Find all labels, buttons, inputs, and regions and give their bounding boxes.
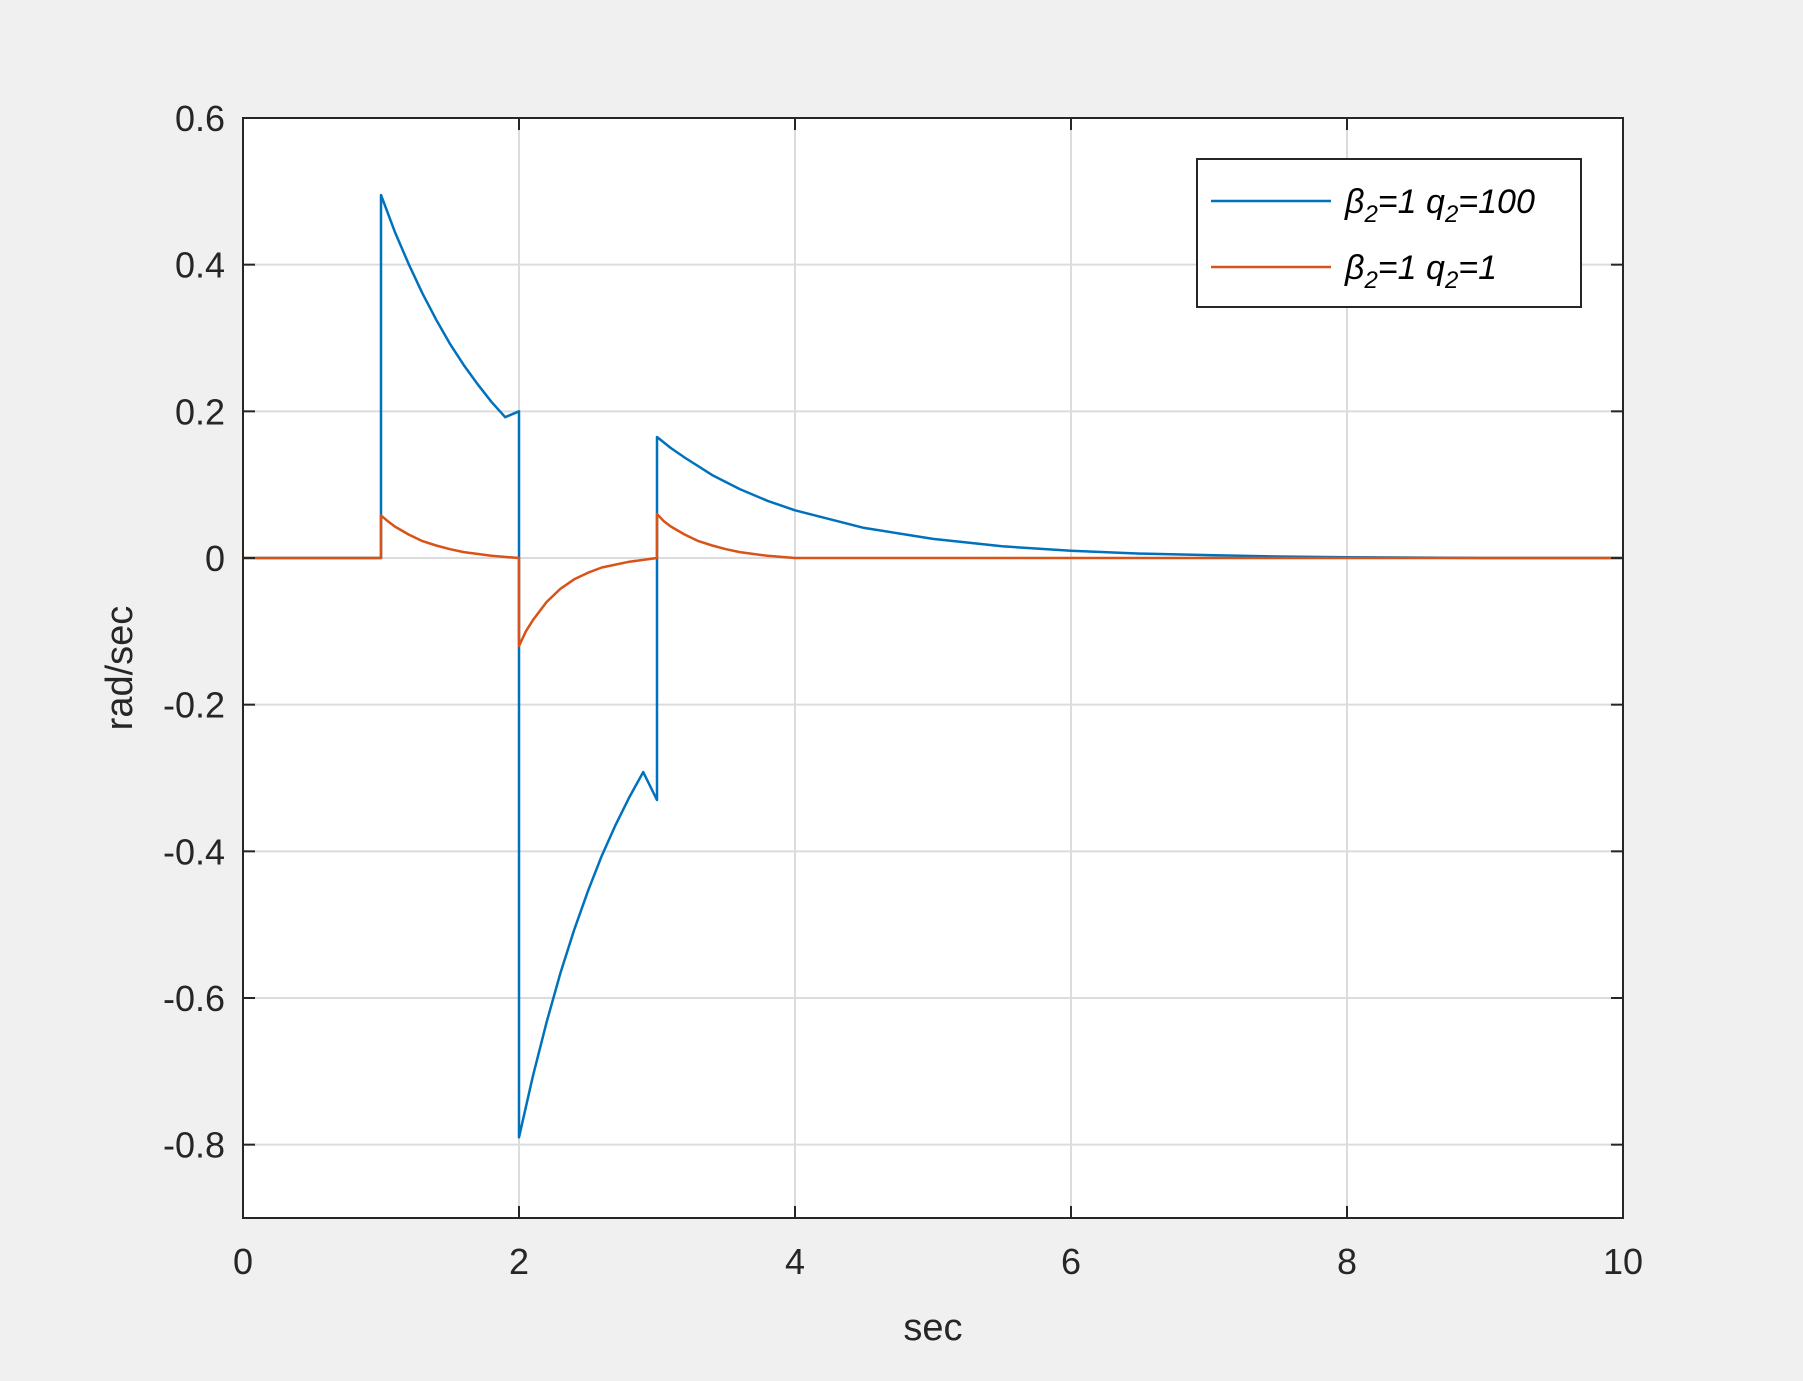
y-tick-label: 0 bbox=[205, 538, 225, 579]
x-tick-label: 2 bbox=[509, 1241, 529, 1282]
y-axis-label: rad/sec bbox=[99, 606, 141, 731]
series-line-2 bbox=[243, 512, 1623, 648]
legend-entry-1: β2=1 q2=100 bbox=[1344, 183, 1535, 228]
y-tick-label: 0.6 bbox=[175, 98, 225, 139]
y-tick-label: 0.2 bbox=[175, 391, 225, 432]
series-line-1 bbox=[243, 193, 1623, 1139]
legend-box bbox=[1196, 158, 1582, 308]
plot-lines bbox=[243, 193, 1623, 1139]
legend: β2=1 q2=100 β2=1 q2=1 bbox=[1196, 158, 1582, 308]
y-tick-label: 0.4 bbox=[175, 245, 225, 286]
y-tick-label: -0.2 bbox=[163, 685, 225, 726]
x-tick-label: 6 bbox=[1061, 1241, 1081, 1282]
legend-entry-2: β2=1 q2=1 bbox=[1344, 249, 1497, 294]
y-tick-label: -0.6 bbox=[163, 978, 225, 1019]
x-tick-label: 10 bbox=[1603, 1241, 1643, 1282]
x-tick-label: 0 bbox=[233, 1241, 253, 1282]
ticks: 0 2 4 6 8 10 -0.8 -0.6 -0.4 -0.2 0 0.2 0.4 0.6 bbox=[163, 98, 1643, 1282]
x-tick-label: 4 bbox=[785, 1241, 805, 1282]
x-axis-label: sec bbox=[903, 1307, 962, 1349]
y-tick-label: -0.4 bbox=[163, 831, 225, 872]
axes-box bbox=[242, 117, 1624, 1219]
x-tick-label: 8 bbox=[1337, 1241, 1357, 1282]
y-tick-label: -0.8 bbox=[163, 1125, 225, 1166]
